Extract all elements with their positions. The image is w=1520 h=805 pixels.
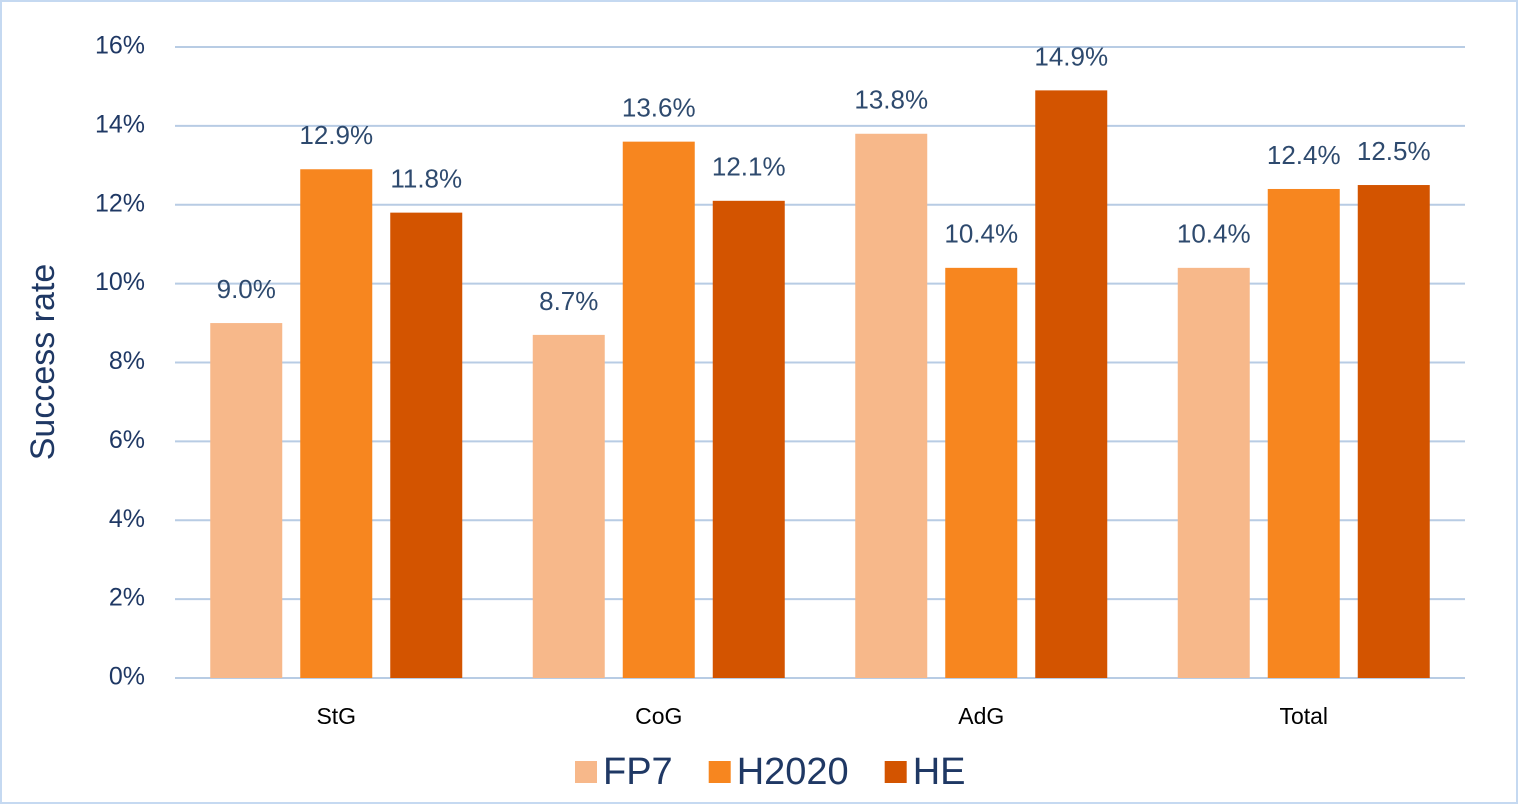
y-tick-label: 0% [109, 663, 145, 691]
bar [712, 200, 785, 678]
y-tick-label: 16% [95, 32, 145, 60]
y-tick-label: 8% [109, 347, 145, 375]
bar [1357, 185, 1430, 678]
data-label: 12.5% [1357, 136, 1431, 166]
bar [945, 267, 1018, 678]
y-tick-label: 10% [95, 268, 145, 296]
y-tick-label: 12% [95, 189, 145, 217]
legend-label: FP7 [603, 751, 673, 793]
y-tick-label: 14% [95, 110, 145, 138]
legend-label: HE [913, 751, 966, 793]
y-tick-label: 6% [109, 426, 145, 454]
y-axis-label: Success rate [24, 264, 62, 461]
data-label: 11.8% [390, 164, 462, 194]
data-label: 10.4% [944, 219, 1018, 249]
data-label: 12.4% [1267, 140, 1341, 170]
data-label: 9.0% [217, 274, 276, 304]
data-label: 12.9% [299, 120, 373, 150]
x-tick-label: Total [1279, 703, 1328, 729]
bar [622, 141, 695, 678]
x-tick-label: CoG [635, 703, 682, 729]
x-tick-label: AdG [958, 703, 1004, 729]
legend-label: H2020 [737, 751, 849, 793]
y-tick-label: 4% [109, 505, 145, 533]
data-label: 12.1% [712, 152, 786, 182]
data-label: 10.4% [1177, 219, 1251, 249]
data-label: 14.9% [1034, 41, 1108, 71]
bar [1177, 267, 1250, 678]
legend-swatch [884, 761, 907, 783]
bar [210, 323, 283, 678]
legend-swatch [575, 761, 597, 783]
bar [855, 133, 928, 678]
bar [1267, 188, 1340, 678]
data-label: 13.8% [854, 85, 928, 115]
bar [390, 212, 463, 678]
bar [532, 334, 605, 678]
y-tick-label: 2% [109, 584, 145, 612]
data-label: 8.7% [539, 286, 598, 316]
bar [300, 169, 373, 678]
bar [1035, 90, 1108, 679]
legend-swatch [708, 761, 731, 783]
x-tick-label: StG [316, 703, 356, 729]
data-label: 13.6% [622, 93, 696, 123]
